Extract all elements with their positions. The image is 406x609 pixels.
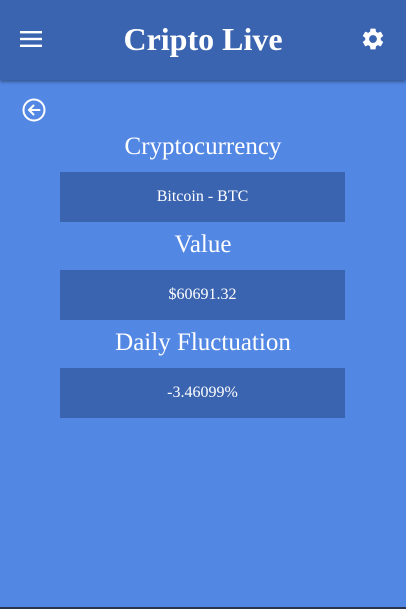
app-title: Cripto Live (123, 21, 283, 57)
price-value: $60691.32 (168, 286, 237, 303)
app-bar: Cripto Live (0, 0, 406, 80)
bottom-divider (0, 607, 406, 609)
gear-icon (362, 28, 384, 50)
cryptocurrency-label: Cryptocurrency (124, 133, 282, 160)
daily-fluctuation-value-box: -3.46099% (60, 368, 345, 418)
price-value-box: $60691.32 (60, 270, 345, 320)
daily-fluctuation-value: -3.46099% (167, 384, 238, 401)
daily-fluctuation-label: Daily Fluctuation (115, 329, 291, 356)
settings-button[interactable] (358, 24, 388, 54)
back-arrow-circle-icon (22, 98, 46, 122)
cryptocurrency-value-box: Bitcoin - BTC (60, 172, 345, 222)
back-button[interactable] (20, 96, 48, 124)
hamburger-menu-icon (20, 31, 42, 47)
menu-button[interactable] (16, 24, 46, 54)
value-label: Value (174, 231, 232, 258)
cryptocurrency-value: Bitcoin - BTC (156, 188, 249, 205)
